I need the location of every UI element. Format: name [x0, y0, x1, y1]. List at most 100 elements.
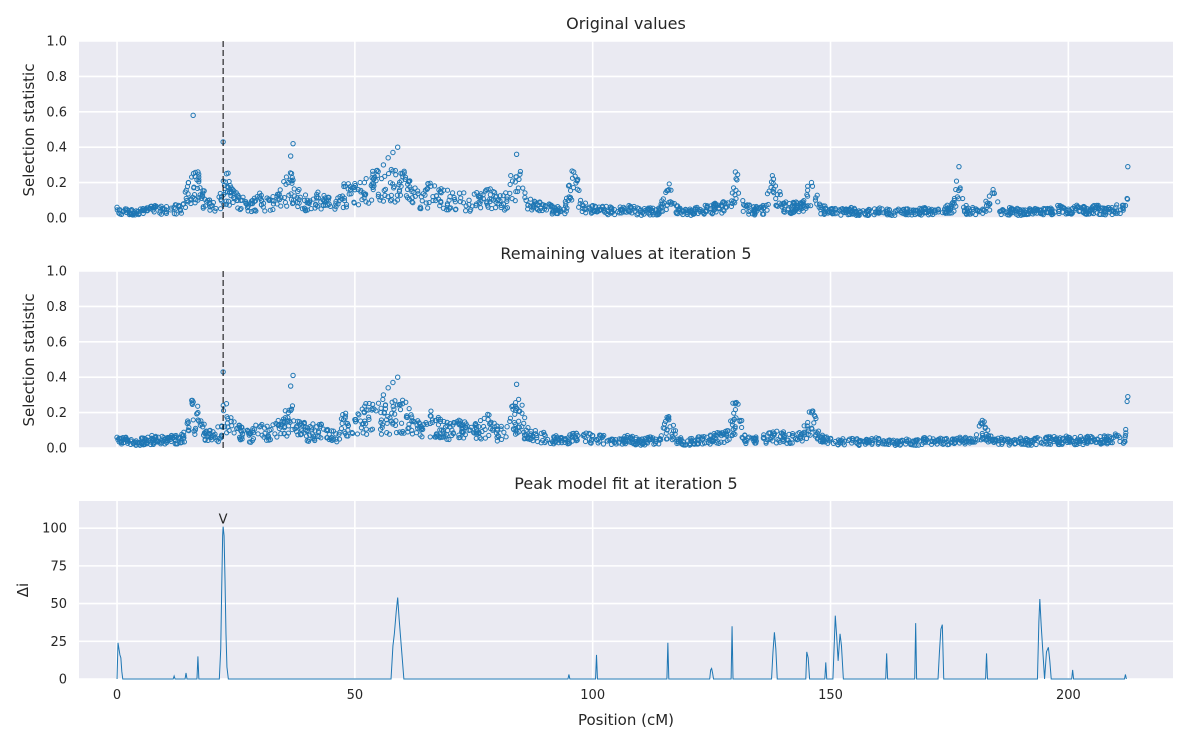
data-point	[669, 437, 675, 443]
panel-original-values: 0.0 0.2 0.4 0.6 0.8 1.0 Original values Selec…	[20, 14, 1173, 227]
data-point	[140, 435, 146, 441]
data-point	[312, 428, 318, 434]
y-tick-label: 1.0	[46, 35, 67, 50]
data-point	[428, 408, 434, 414]
data-point	[989, 438, 995, 444]
data-point	[1075, 436, 1081, 442]
data-point	[343, 201, 350, 208]
data-point	[303, 433, 310, 439]
data-point	[520, 185, 526, 191]
data-point	[144, 441, 150, 447]
data-point	[534, 207, 541, 213]
data-point	[390, 149, 396, 156]
data-point	[675, 436, 682, 442]
data-point	[1049, 206, 1055, 212]
data-point	[1071, 204, 1077, 210]
data-point	[398, 183, 404, 189]
data-point	[704, 434, 710, 441]
data-point	[384, 430, 390, 436]
data-point	[161, 436, 168, 442]
data-point	[728, 203, 735, 210]
data-point	[290, 372, 296, 379]
data-point	[394, 192, 400, 198]
data-point	[808, 203, 814, 209]
data-point	[811, 420, 817, 426]
data-point	[760, 211, 766, 217]
data-point	[439, 434, 445, 440]
data-point	[1094, 210, 1100, 216]
data-point	[117, 211, 123, 217]
data-point	[710, 438, 717, 444]
data-point	[246, 439, 253, 445]
data-point	[561, 436, 567, 442]
x-tick-label: 150	[818, 688, 843, 703]
data-point	[1027, 206, 1034, 212]
data-point	[474, 430, 480, 436]
data-point	[285, 423, 292, 429]
data-point	[650, 210, 656, 216]
data-point	[492, 189, 498, 195]
data-point	[932, 438, 938, 444]
data-point	[342, 413, 349, 419]
data-point	[637, 438, 643, 444]
data-point	[822, 209, 828, 215]
data-point	[708, 209, 714, 215]
data-point	[435, 196, 442, 202]
data-point	[186, 428, 192, 434]
data-point	[243, 199, 249, 205]
data-point	[995, 199, 1001, 205]
data-point	[894, 438, 900, 444]
data-point	[114, 434, 120, 441]
data-point	[238, 427, 244, 433]
data-point	[258, 423, 264, 429]
data-point	[238, 197, 244, 204]
data-point	[761, 204, 767, 211]
data-point	[212, 431, 218, 437]
data-point	[195, 403, 201, 409]
data-point	[523, 197, 529, 204]
data-point	[185, 191, 191, 197]
data-point	[282, 199, 288, 206]
data-point	[279, 419, 285, 425]
data-point	[390, 168, 396, 174]
data-point	[694, 436, 701, 442]
data-point	[237, 437, 244, 443]
data-point	[622, 206, 628, 212]
data-point	[739, 424, 745, 431]
data-marks: V	[116, 513, 1127, 680]
data-point	[336, 436, 343, 442]
data-point	[205, 197, 211, 204]
data-point	[510, 403, 516, 409]
data-point	[295, 203, 301, 210]
data-point	[528, 435, 535, 442]
data-point	[801, 423, 807, 429]
panel-background	[79, 41, 1173, 218]
data-point	[173, 441, 179, 447]
data-point	[349, 430, 356, 437]
data-point	[647, 206, 653, 212]
data-point	[424, 421, 430, 427]
data-point	[1081, 439, 1088, 445]
data-point	[796, 209, 802, 215]
data-point	[922, 206, 929, 212]
data-point	[680, 439, 686, 445]
data-point	[371, 406, 377, 412]
data-point	[513, 428, 519, 434]
data-point	[856, 438, 862, 444]
data-point	[236, 434, 243, 440]
data-point	[114, 204, 120, 211]
data-point	[1108, 439, 1114, 446]
data-point	[605, 212, 611, 218]
data-point	[609, 206, 615, 212]
data-point	[911, 442, 917, 448]
data-point	[393, 418, 399, 424]
data-point	[1094, 436, 1100, 442]
data-point	[218, 194, 225, 200]
data-point	[378, 176, 385, 182]
data-point	[532, 431, 539, 437]
data-point	[1043, 439, 1049, 445]
data-point	[314, 424, 320, 430]
data-point	[245, 208, 251, 214]
tick-labels: 0 25 50 75 100 0 50 100 150 200	[42, 522, 1081, 703]
data-point	[1072, 442, 1078, 448]
